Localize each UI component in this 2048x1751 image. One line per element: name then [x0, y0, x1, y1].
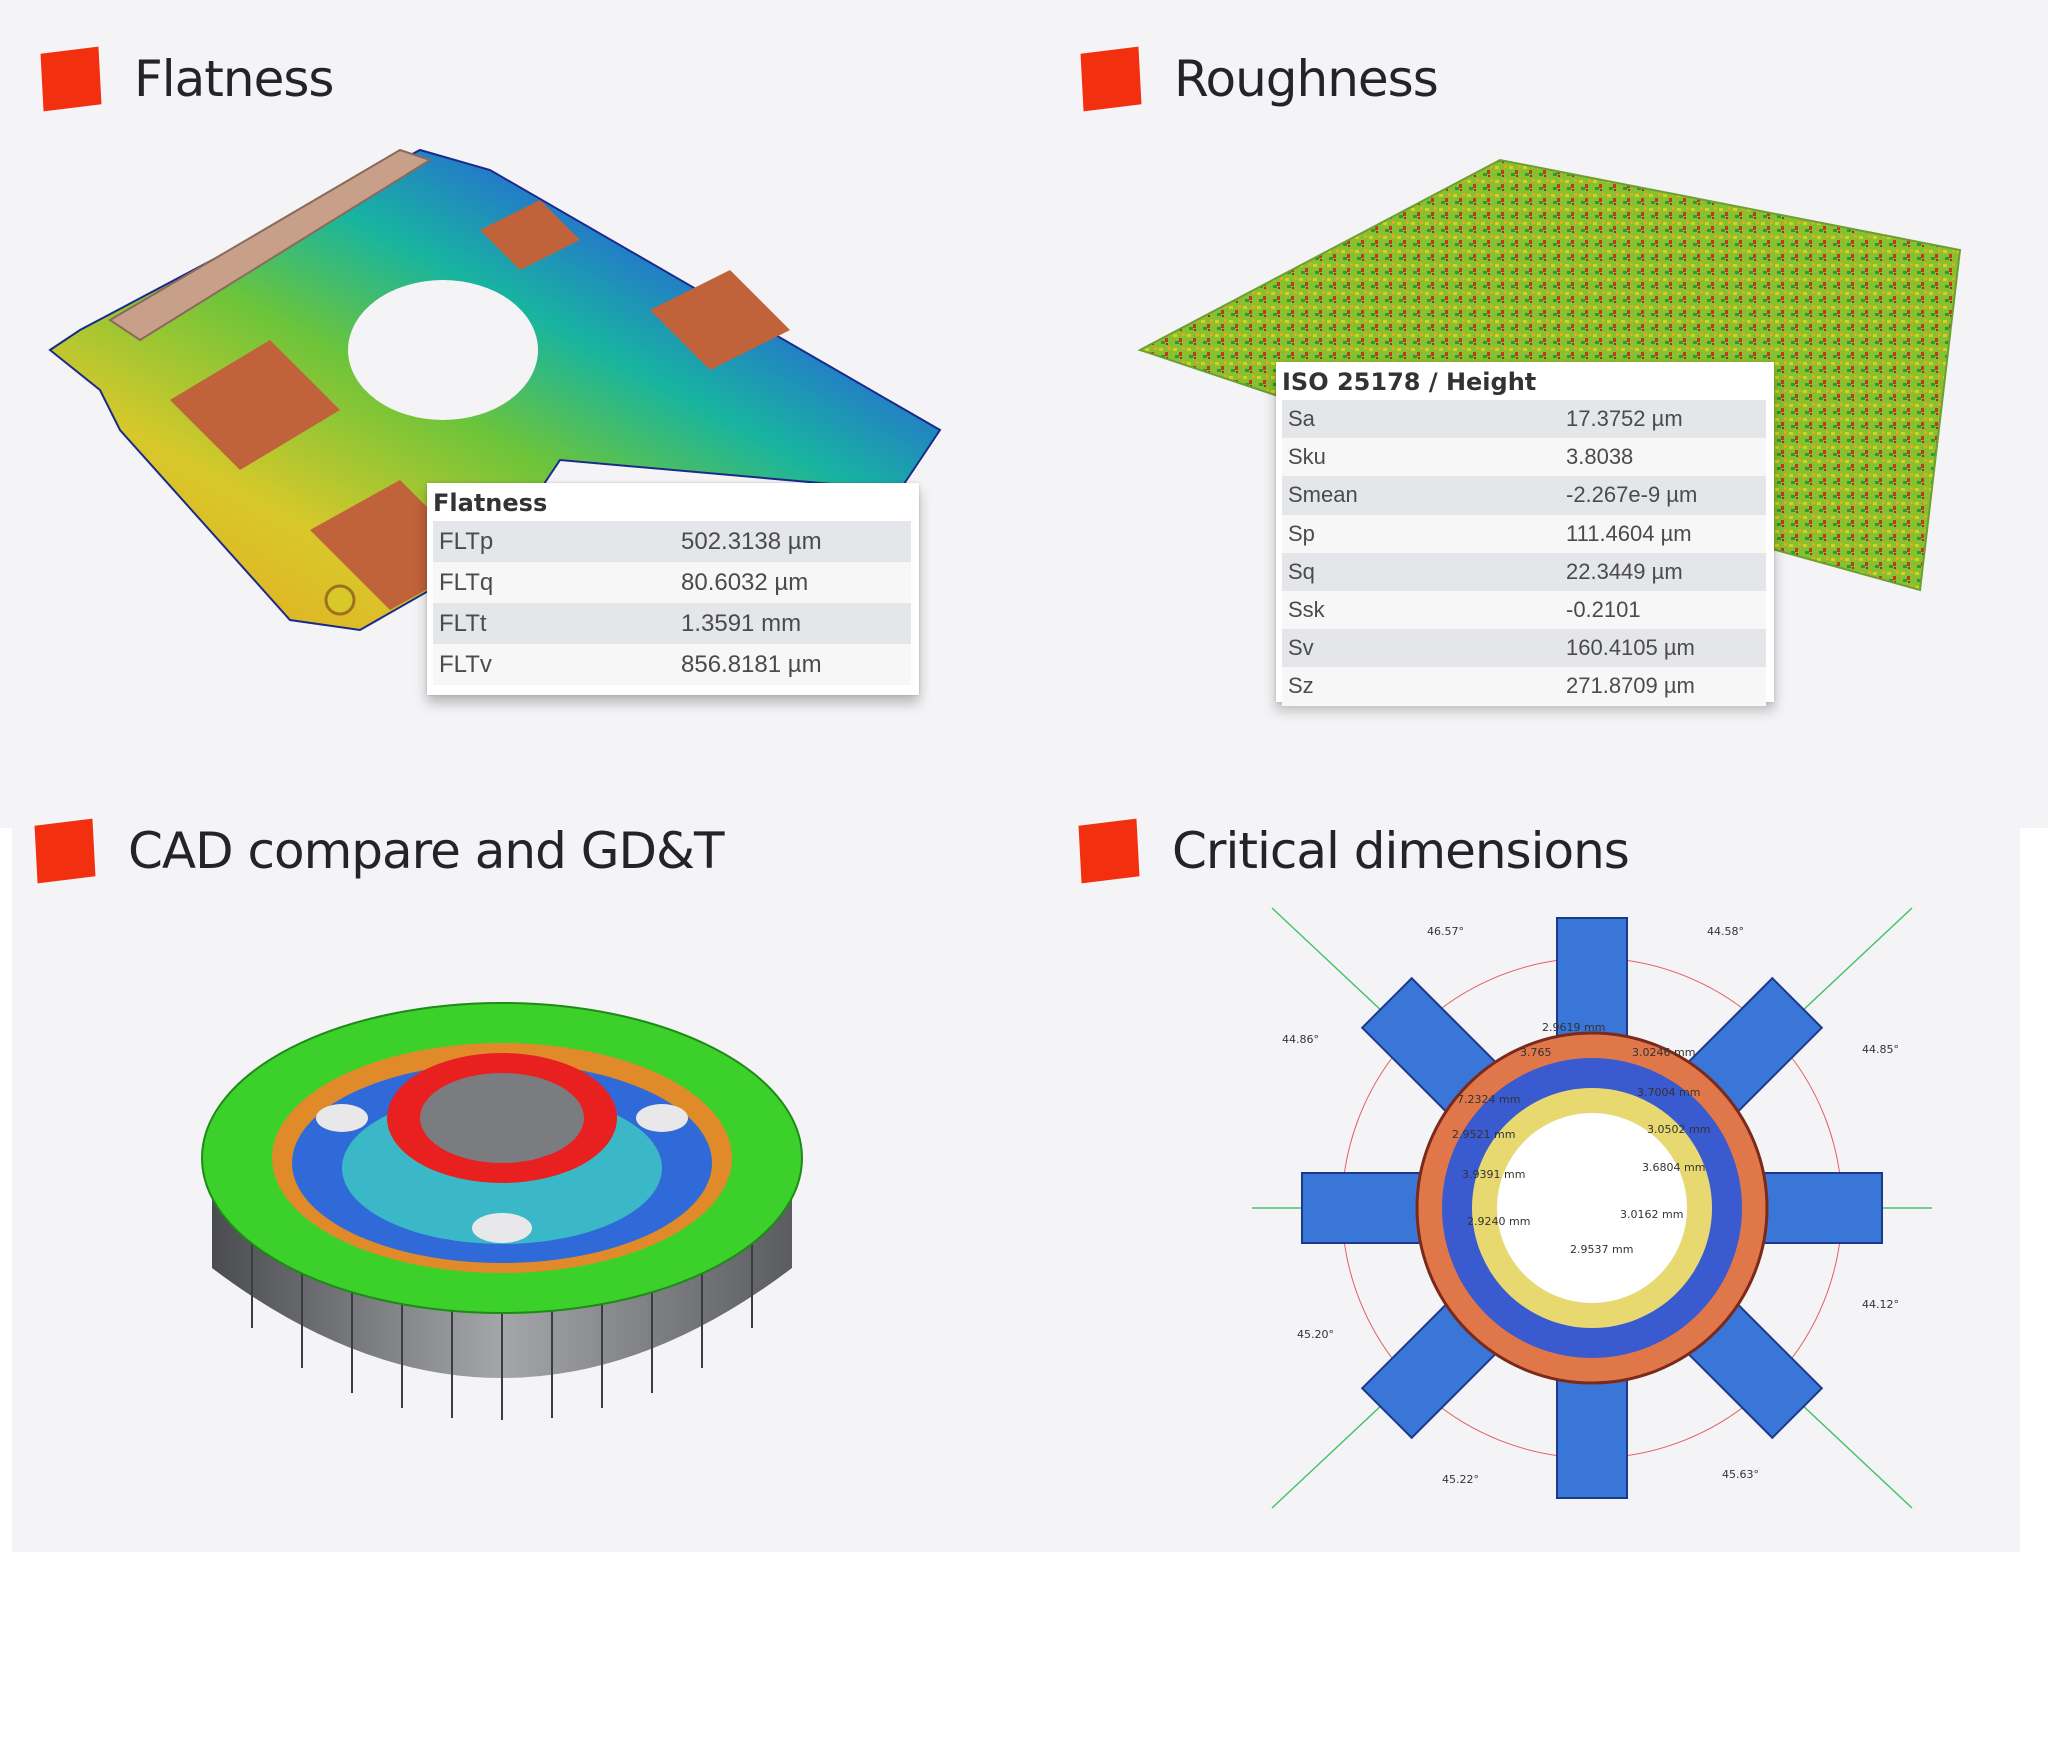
table-row: FLTp 502.3138 µm	[433, 521, 911, 562]
flatness-heading: Flatness	[40, 46, 334, 112]
svg-text:3.0502 mm: 3.0502 mm	[1647, 1123, 1710, 1136]
flatness-results-table: Flatness FLTp 502.3138 µm FLTq 80.6032 µm …	[427, 483, 919, 695]
svg-text:2.9619 mm: 2.9619 mm	[1542, 1021, 1605, 1034]
pcb-flatness-heatmap	[48, 148, 942, 632]
table-row: Smean -2.267e-9 µm	[1282, 476, 1766, 515]
table-row: FLTq 80.6032 µm	[433, 562, 911, 603]
svg-text:7.2324 mm: 7.2324 mm	[1457, 1093, 1520, 1106]
critical-dimensions-panel: Critical dimensions 46.57° 44.58° 44.86°…	[1052, 818, 2020, 1552]
svg-text:3.0162 mm: 3.0162 mm	[1620, 1208, 1683, 1221]
cad-compare-heading: CAD compare and GD&T	[34, 818, 725, 884]
svg-text:3.765: 3.765	[1520, 1046, 1552, 1059]
svg-text:44.85°: 44.85°	[1862, 1043, 1899, 1056]
svg-text:45.63°: 45.63°	[1722, 1468, 1759, 1481]
roughness-panel: Roughness ISO 25178 / Height Sa 17.3752 µ…	[1040, 0, 2048, 828]
roughness-heading: Roughness	[1080, 46, 1439, 112]
svg-text:45.20°: 45.20°	[1297, 1328, 1334, 1341]
table-row: Sa 17.3752 µm	[1282, 400, 1766, 439]
table-row: FLTt 1.3591 mm	[433, 603, 911, 644]
svg-text:44.86°: 44.86°	[1282, 1033, 1319, 1046]
red-square-marker	[1080, 46, 1142, 112]
svg-text:2.9521 mm: 2.9521 mm	[1452, 1128, 1515, 1141]
svg-text:3.0246 mm: 3.0246 mm	[1632, 1046, 1695, 1059]
svg-text:2.9240 mm: 2.9240 mm	[1467, 1215, 1530, 1228]
svg-text:44.58°: 44.58°	[1707, 925, 1744, 938]
svg-text:44.12°: 44.12°	[1862, 1298, 1899, 1311]
cad-compare-panel: CAD compare and GD&T	[12, 818, 1052, 1552]
gear-cad-deviation-model	[201, 1002, 803, 1420]
table-body: FLTp 502.3138 µm FLTq 80.6032 µm FLTt 1.359…	[433, 521, 911, 685]
svg-text:2.9537 mm: 2.9537 mm	[1570, 1243, 1633, 1256]
table-body: Sa 17.3752 µm Sku 3.8038 Smean -2.267e-9 µm…	[1282, 400, 1766, 706]
svg-text:45.22°: 45.22°	[1442, 1473, 1479, 1486]
table-row: Sv 160.4105 µm	[1282, 629, 1766, 668]
critical-dimensions-drawing: 46.57° 44.58° 44.86° 44.85° 44.12° 45.20…	[1252, 907, 1932, 1509]
flatness-panel: Flatness Flatness FLTp 502.3138 µm FLTq 80…	[0, 0, 1040, 828]
red-square-marker	[34, 818, 96, 884]
table-row: Sq 22.3449 µm	[1282, 552, 1766, 591]
table-row: Sku 3.8038	[1282, 438, 1766, 477]
table-row: Sz 271.8709 µm	[1282, 667, 1766, 706]
svg-text:46.57°: 46.57°	[1427, 925, 1464, 938]
table-title: Flatness	[433, 489, 548, 517]
red-square-marker	[1078, 818, 1140, 884]
red-square-marker	[40, 46, 102, 112]
table-row: Ssk -0.2101	[1282, 590, 1766, 630]
critical-dimensions-heading: Critical dimensions	[1078, 818, 1630, 884]
svg-text:3.7004 mm: 3.7004 mm	[1637, 1086, 1700, 1099]
table-row: FLTv 856.8181 µm	[433, 644, 911, 685]
table-title: ISO 25178 / Height	[1282, 368, 1537, 396]
svg-text:3.6804 mm: 3.6804 mm	[1642, 1161, 1705, 1174]
svg-text:3.9391 mm: 3.9391 mm	[1462, 1168, 1525, 1181]
table-row: Sp 111.4604 µm	[1282, 514, 1766, 553]
iso-25178-results-table: ISO 25178 / Height Sa 17.3752 µm Sku 3.803…	[1276, 362, 1774, 706]
